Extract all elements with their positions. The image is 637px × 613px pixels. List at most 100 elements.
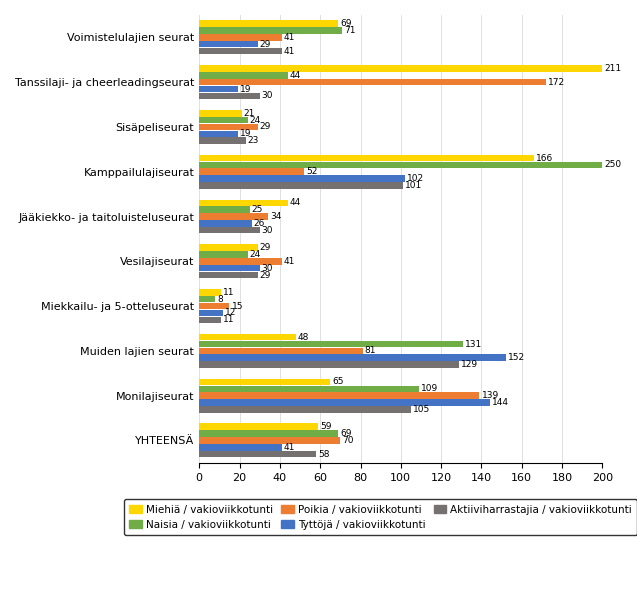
Legend: Miehiä / vakioviikkotunti, Naisia / vakioviikkotunti, Poikia / vakioviikkotunti,: Miehiä / vakioviikkotunti, Naisia / vaki… [124,500,637,535]
Bar [199,379,330,385]
Text: 105: 105 [413,405,430,414]
Text: 30: 30 [262,91,273,101]
Text: 71: 71 [345,26,356,35]
Bar [199,131,238,137]
Bar [199,424,318,430]
Bar [199,430,338,437]
Bar [199,310,224,316]
Bar [199,72,288,78]
Text: 166: 166 [536,153,553,162]
Bar [199,361,459,368]
Text: 29: 29 [260,243,271,252]
Bar [199,48,282,55]
Text: 24: 24 [250,250,261,259]
Text: 44: 44 [290,71,301,80]
Text: 211: 211 [605,64,622,73]
Bar [199,341,463,348]
Text: 48: 48 [298,333,310,341]
Bar [199,334,296,340]
Text: 65: 65 [333,378,344,386]
Bar [199,220,252,227]
Text: 8: 8 [217,295,223,303]
Text: 30: 30 [262,226,273,235]
Text: 24: 24 [250,116,261,124]
Text: 29: 29 [260,270,271,280]
Text: 41: 41 [284,33,296,42]
Bar [199,41,258,47]
Bar [199,245,258,251]
Bar [199,86,238,93]
Bar [199,213,268,220]
Bar [199,28,342,34]
Text: 29: 29 [260,123,271,131]
Text: 19: 19 [240,129,251,139]
Text: 19: 19 [240,85,251,94]
Text: 41: 41 [284,257,296,266]
Text: 44: 44 [290,199,301,207]
Bar [199,207,250,213]
Bar [199,162,637,168]
Bar [199,124,258,130]
Text: 101: 101 [405,181,422,190]
Text: 69: 69 [340,19,352,28]
Bar [199,169,304,175]
Bar [199,392,480,399]
Text: 26: 26 [254,219,265,228]
Text: 59: 59 [320,422,332,431]
Bar [199,289,222,295]
Text: 129: 129 [461,360,478,369]
Text: 52: 52 [306,167,317,177]
Bar [199,399,489,406]
Text: 172: 172 [548,78,565,86]
Text: 139: 139 [482,391,499,400]
Text: 41: 41 [284,443,296,452]
Bar [199,200,288,206]
Text: 29: 29 [260,40,271,49]
Bar [199,79,546,85]
Text: 69: 69 [340,429,352,438]
Text: 109: 109 [421,384,438,394]
Text: 81: 81 [364,346,376,356]
Text: 144: 144 [492,398,508,407]
Bar [199,182,403,189]
Bar [199,348,362,354]
Text: 21: 21 [243,109,255,118]
Bar [199,117,248,123]
Text: 41: 41 [284,47,296,56]
Bar [199,316,222,323]
Bar [199,34,282,40]
Bar [199,406,411,413]
Bar [199,137,246,144]
Bar [199,272,258,278]
Bar [199,354,506,361]
Text: 102: 102 [407,174,424,183]
Bar [199,175,405,182]
Bar [199,444,282,451]
Bar [199,451,316,457]
Text: 11: 11 [224,288,235,297]
Bar [199,155,534,161]
Bar [199,296,215,302]
Bar [199,93,260,99]
Bar [199,303,229,310]
Text: 152: 152 [508,353,525,362]
Text: 58: 58 [318,449,330,459]
Text: 12: 12 [225,308,237,318]
Text: 70: 70 [342,436,354,445]
Bar [199,227,260,234]
Bar [199,65,625,72]
Text: 15: 15 [231,302,243,311]
Bar [199,258,282,265]
Bar [199,437,340,444]
Text: 131: 131 [466,340,483,349]
Bar [199,20,338,27]
Text: 34: 34 [270,212,281,221]
Text: 25: 25 [252,205,263,214]
Text: 11: 11 [224,315,235,324]
Bar [199,110,241,116]
Bar [199,386,419,392]
Text: 30: 30 [262,264,273,273]
Text: 250: 250 [605,161,622,169]
Bar [199,251,248,257]
Bar [199,265,260,272]
